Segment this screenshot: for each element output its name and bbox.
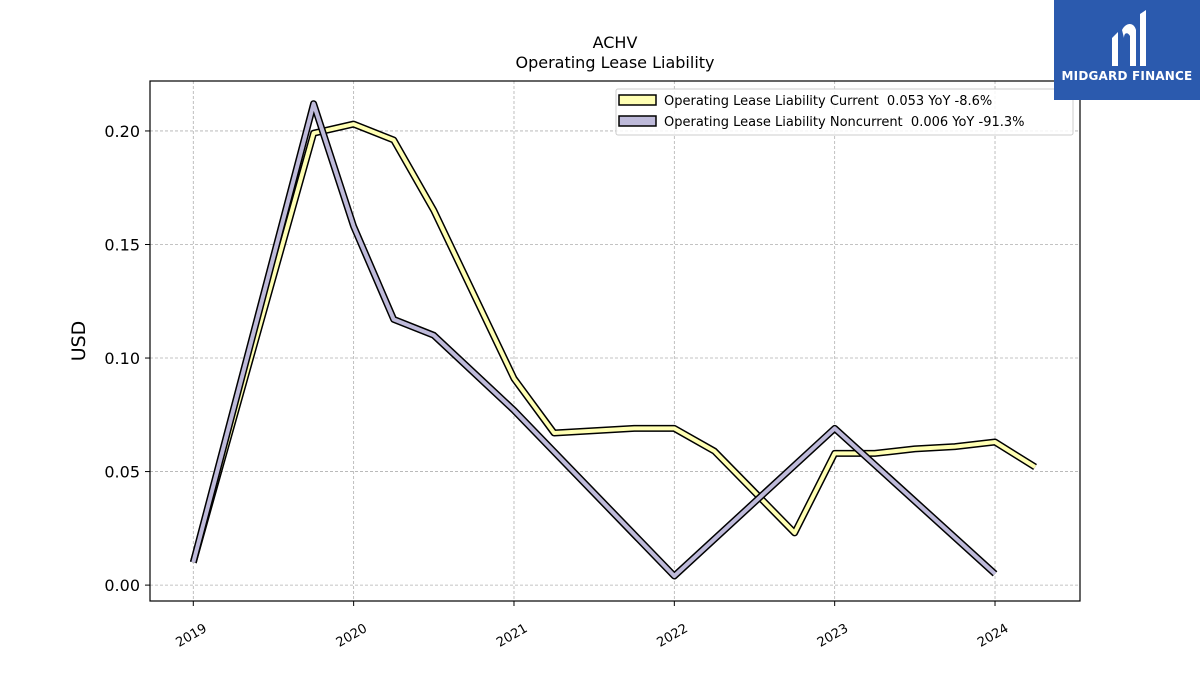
data-point: [392, 317, 396, 321]
x-tick-label: 2019: [173, 621, 209, 651]
series-line: [191, 101, 997, 578]
chart-subtitle: Operating Lease Liability: [515, 53, 714, 72]
y-tick-label: 0.05: [104, 463, 140, 482]
y-tick-label: 0.15: [104, 235, 140, 254]
data-point: [512, 408, 516, 412]
data-point: [552, 431, 556, 435]
series-group: [189, 100, 1037, 580]
data-point: [432, 208, 436, 212]
x-tick-label: 2021: [494, 621, 530, 651]
data-point: [312, 131, 316, 135]
data-point: [432, 333, 436, 337]
data-point: [833, 451, 837, 455]
x-tick-label: 2020: [334, 621, 370, 651]
series-0: [189, 120, 1037, 564]
data-point: [953, 445, 957, 449]
legend-frame: [615, 88, 1074, 136]
data-point: [873, 451, 877, 455]
data-point: [672, 426, 676, 430]
data-point: [993, 572, 997, 576]
data-point: [712, 449, 716, 453]
brand-logo: MIDGARD FINANCE: [1054, 0, 1200, 100]
y-tick-label: 0.20: [104, 122, 140, 141]
data-point: [993, 440, 997, 444]
y-axis-label: USD: [68, 321, 90, 362]
data-point: [1033, 465, 1037, 469]
data-point: [913, 447, 917, 451]
data-point: [392, 138, 396, 142]
y-axis-ticks: 0.00 0.05 0.10 0.15 0.20: [104, 122, 150, 595]
legend-swatch-noncurrent: [618, 115, 657, 127]
legend-label-noncurrent: Operating Lease Liability Noncurrent 0.0…: [664, 115, 1025, 130]
data-point: [833, 426, 837, 430]
data-point: [672, 574, 676, 578]
y-tick-label: 0.10: [104, 349, 140, 368]
data-point: [632, 426, 636, 430]
chart-title: ACHV: [593, 33, 638, 52]
x-axis-ticks: 2019 2020 2021 2022 2023 2024: [173, 601, 1011, 651]
legend-label-current: Operating Lease Liability Current 0.053 …: [664, 94, 992, 109]
data-point: [312, 102, 316, 106]
x-tick-label: 2024: [975, 621, 1011, 651]
legend-swatch-current: [618, 94, 657, 106]
plot-frame: [149, 80, 1081, 602]
x-tick-label: 2023: [815, 621, 851, 651]
y-tick-label: 0.00: [104, 576, 140, 595]
series-line: [191, 122, 1037, 563]
data-point: [191, 560, 195, 564]
data-point: [352, 224, 356, 228]
legend: Operating Lease Liability Current 0.053 …: [615, 88, 1074, 136]
x-tick-label: 2022: [654, 621, 690, 651]
data-point: [352, 122, 356, 126]
data-point: [512, 377, 516, 381]
brand-name: MIDGARD FINANCE: [1061, 69, 1193, 83]
series-line-outline: [189, 100, 998, 580]
series-1: [189, 100, 998, 580]
midgard-logo-icon: [1112, 10, 1146, 66]
data-point: [793, 531, 797, 535]
